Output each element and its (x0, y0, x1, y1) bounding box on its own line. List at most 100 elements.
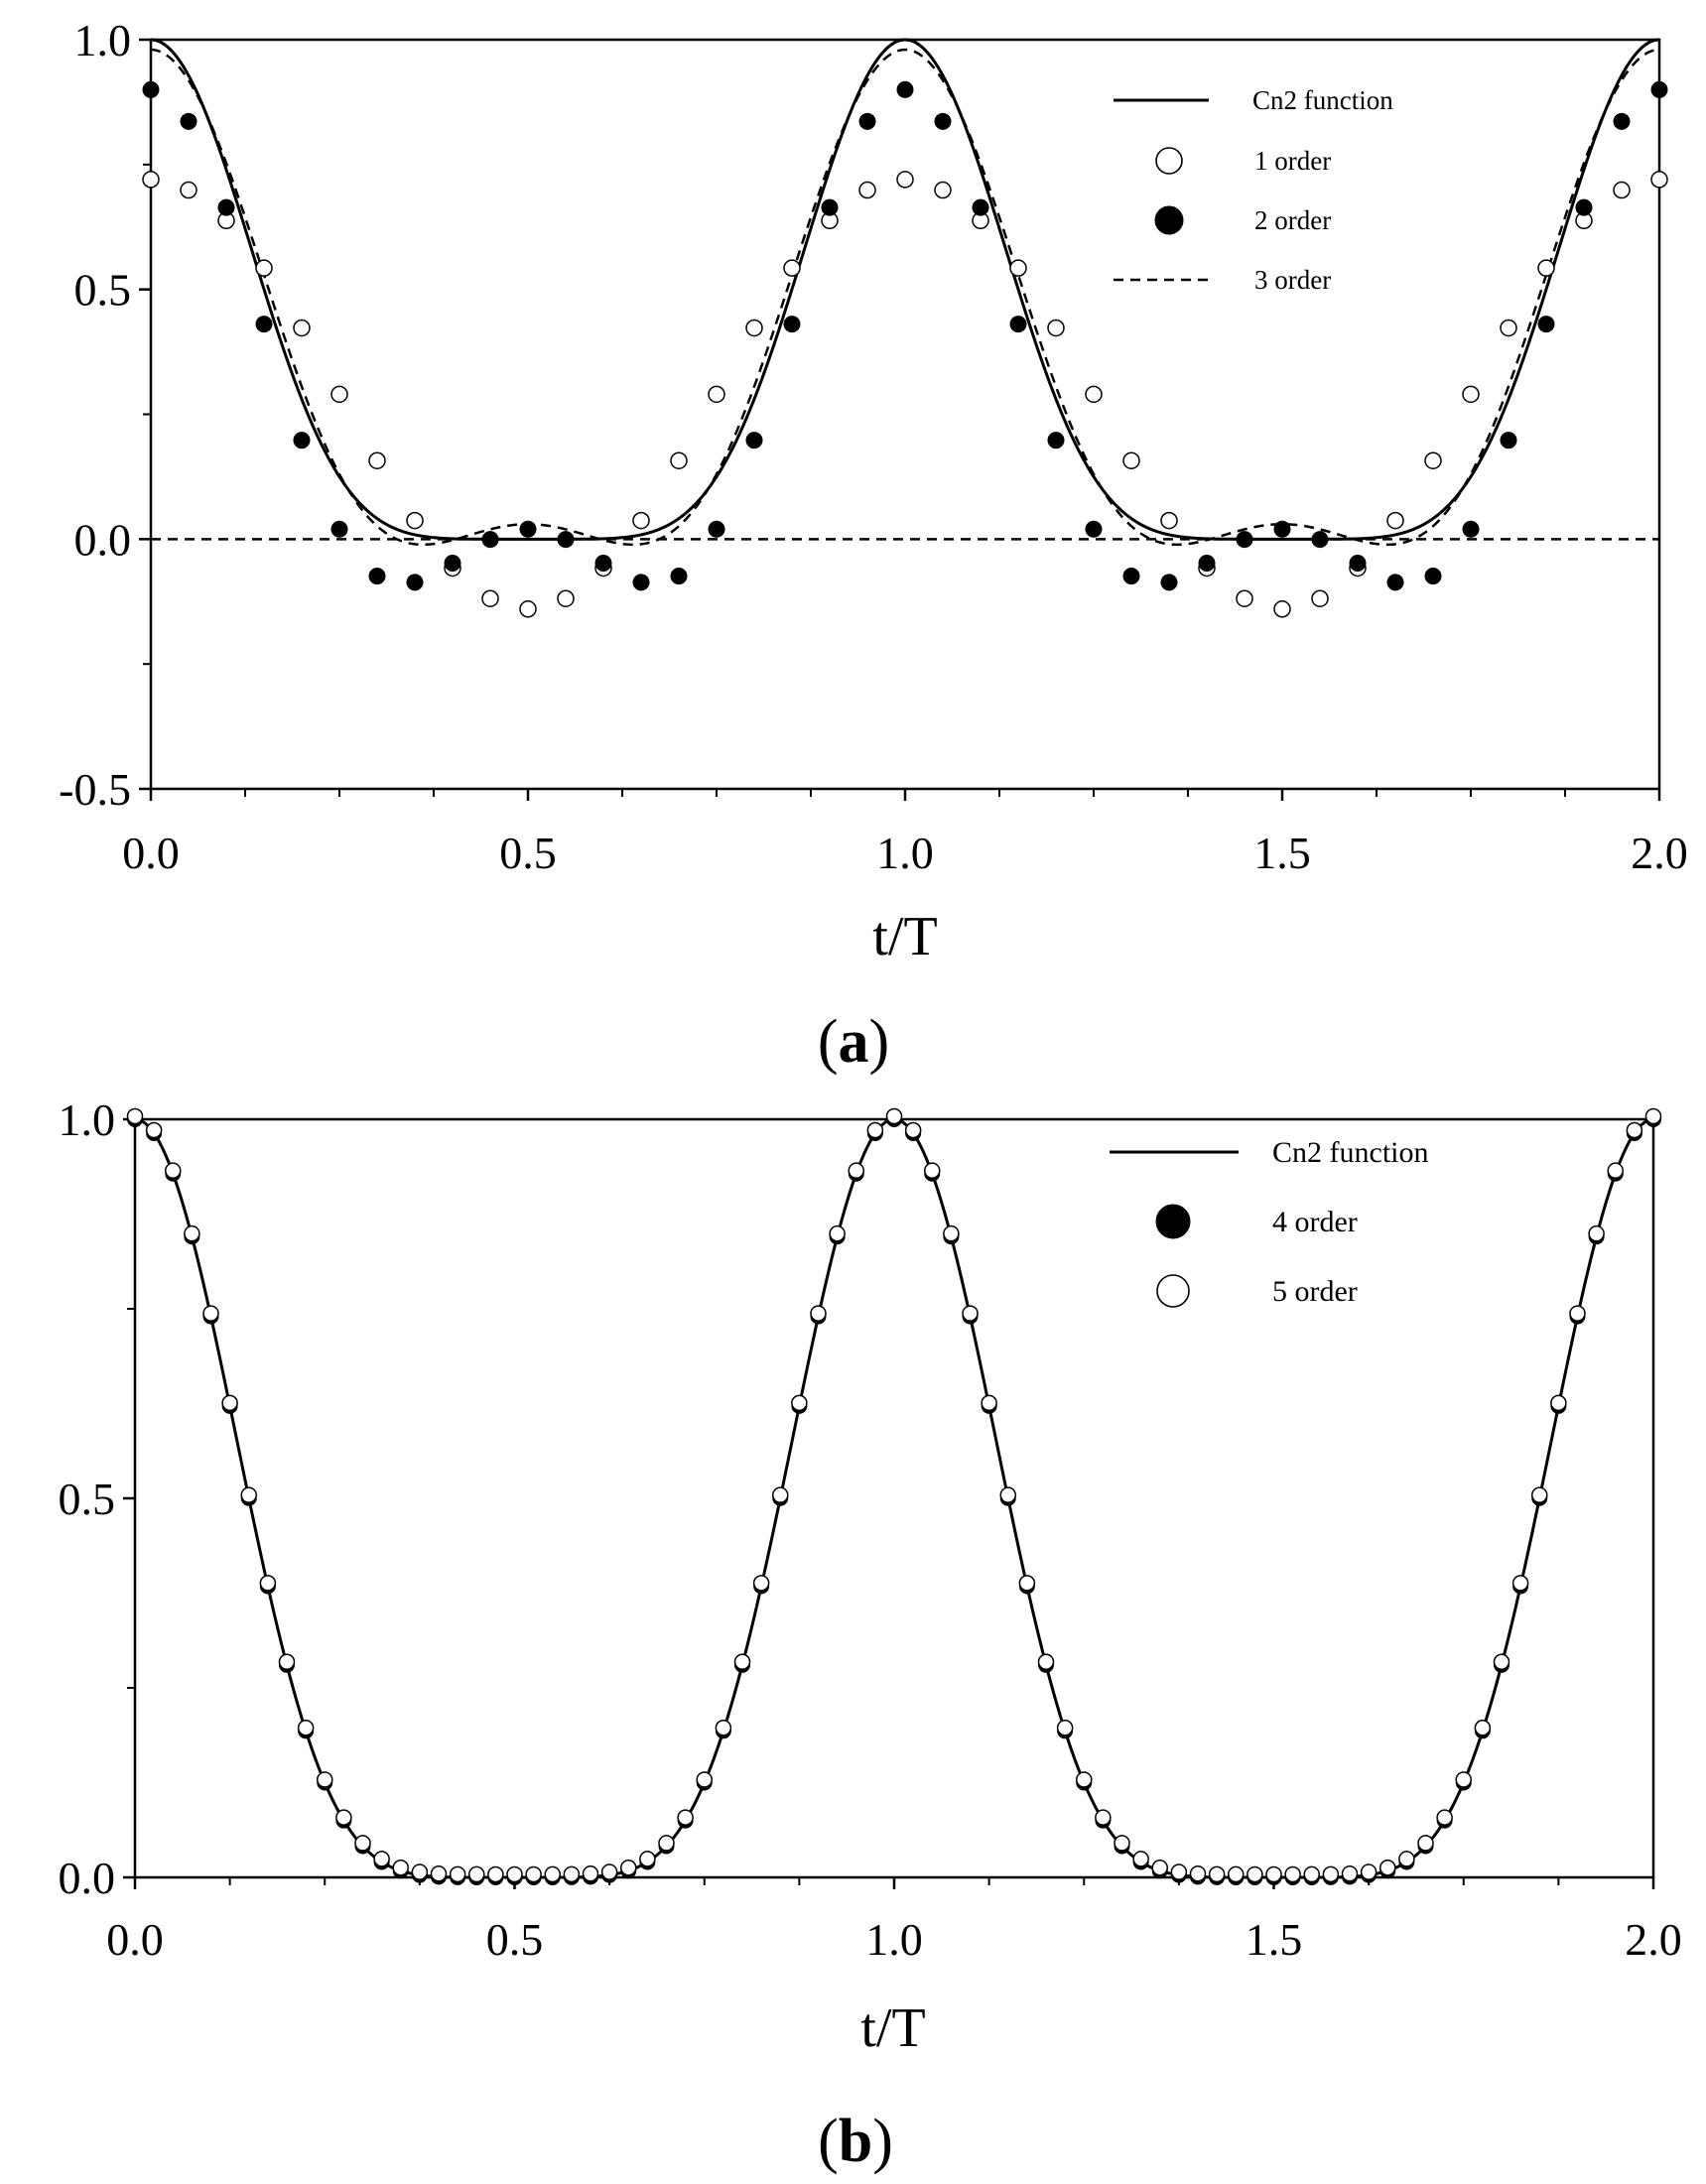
open-marker-1-order (934, 181, 952, 199)
open-marker-5-order (696, 1771, 713, 1788)
open-marker-5-order (1170, 1863, 1188, 1880)
open-marker-5-order (981, 1394, 997, 1412)
series-cn2-function (150, 38, 1660, 541)
open-marker-5-order (885, 1107, 903, 1125)
open-marker-1-order (858, 181, 876, 199)
filled-marker-2-order (180, 112, 197, 130)
open-marker-5-order (866, 1121, 884, 1139)
open-marker-1-order (896, 171, 914, 189)
open-marker-5-order (1569, 1305, 1586, 1322)
filled-marker-2-order (896, 80, 914, 98)
open-marker-5-order (943, 1224, 960, 1242)
open-marker-5-order (620, 1860, 637, 1876)
open-marker-5-order (1341, 1865, 1359, 1882)
open-marker-5-order (658, 1835, 675, 1852)
filled-marker-2-order (1009, 316, 1027, 333)
open-marker-5-order (582, 1865, 599, 1882)
open-marker-5-order (904, 1121, 922, 1139)
panel-b: 0.0 0.5 1.0 1.5 2.0 0.0 0.5 1.0 Cn2 function 4 … (59, 1094, 1682, 2175)
open-marker-5-order (165, 1162, 182, 1179)
open-marker-5-order (430, 1865, 448, 1882)
open-marker-5-order (1208, 1865, 1226, 1883)
open-marker-1-order (1537, 259, 1555, 277)
x-tick-label: 1.0 (876, 828, 934, 878)
filled-marker-2-order (1273, 520, 1291, 538)
open-marker-5-order (1265, 1865, 1282, 1883)
open-marker-1-order (406, 511, 424, 530)
filled-marker-2-order (1650, 80, 1668, 98)
open-marker-5-order (810, 1305, 827, 1322)
open-marker-5-order (1511, 1575, 1529, 1592)
legend-a-2order-swatch (1154, 205, 1184, 235)
open-marker-1-order (519, 600, 537, 618)
filled-marker-2-order (1198, 554, 1216, 572)
filled-marker-2-order (1236, 531, 1253, 549)
open-marker-5-order (354, 1835, 371, 1852)
filled-marker-2-order (142, 80, 160, 98)
filled-marker-2-order (783, 316, 801, 333)
open-marker-5-order (1018, 1575, 1036, 1592)
open-marker-5-order (126, 1107, 144, 1125)
open-marker-5-order (1076, 1771, 1093, 1788)
x-tick-label: 0.5 (486, 1914, 544, 1965)
open-marker-1-order (1462, 385, 1480, 404)
filled-marker-2-order (557, 531, 575, 549)
open-marker-5-order (544, 1865, 561, 1883)
open-marker-5-order (962, 1305, 979, 1322)
open-marker-1-order (293, 319, 311, 337)
filled-marker-2-order (1575, 198, 1593, 216)
open-marker-5-order (829, 1224, 846, 1242)
open-marker-5-order (1056, 1719, 1074, 1736)
open-marker-5-order (1132, 1851, 1149, 1867)
open-marker-1-order (1424, 451, 1442, 469)
filled-marker-2-order (1311, 531, 1329, 549)
open-marker-5-order (924, 1162, 941, 1179)
y-tick-label: -0.5 (59, 764, 131, 815)
legend-a-1order-swatch (1155, 147, 1183, 175)
open-marker-5-order (563, 1865, 581, 1883)
open-marker-5-order (392, 1860, 409, 1876)
filled-marker-2-order (1424, 568, 1442, 585)
legend-b-4order-label: 4 order (1272, 1206, 1358, 1238)
filled-marker-2-order (1537, 316, 1555, 333)
open-marker-1-order (1386, 511, 1404, 530)
open-marker-5-order (411, 1863, 429, 1880)
open-marker-5-order (317, 1771, 333, 1788)
open-marker-1-order (255, 259, 273, 277)
open-marker-1-order (1236, 589, 1253, 607)
open-marker-5-order (1493, 1653, 1510, 1670)
filled-marker-2-order (1500, 432, 1517, 450)
filled-marker-2-order (934, 112, 952, 130)
filled-marker-2-order (1349, 554, 1367, 572)
filled-marker-2-order (821, 198, 839, 216)
open-marker-5-order (848, 1162, 864, 1179)
open-marker-1-order (783, 259, 801, 277)
open-marker-5-order (184, 1224, 200, 1242)
open-marker-5-order (221, 1394, 238, 1412)
open-marker-1-order (632, 511, 650, 530)
filled-marker-2-order (481, 531, 499, 549)
open-marker-5-order (1607, 1162, 1624, 1179)
open-marker-5-order (1037, 1653, 1055, 1670)
open-marker-5-order (202, 1305, 219, 1322)
open-marker-1-order (1273, 600, 1291, 618)
open-marker-1-order (1311, 589, 1329, 607)
open-marker-5-order (259, 1575, 277, 1592)
open-marker-1-order (1122, 451, 1140, 469)
open-marker-5-order (278, 1653, 296, 1670)
open-marker-5-order (1436, 1809, 1453, 1826)
open-marker-5-order (1644, 1107, 1662, 1125)
filled-marker-2-order (217, 198, 235, 216)
open-marker-1-order (1500, 319, 1517, 337)
filled-marker-2-order (1085, 520, 1103, 538)
open-marker-5-order (677, 1809, 694, 1826)
open-marker-5-order (639, 1851, 656, 1867)
open-marker-5-order (1284, 1865, 1301, 1883)
legend-a-2order-label: 2 order (1254, 205, 1331, 235)
filled-marker-2-order (406, 574, 424, 591)
filled-marker-2-order (1047, 432, 1065, 450)
y-tick-label: 0.5 (74, 265, 132, 316)
filled-marker-2-order (444, 554, 461, 572)
open-marker-5-order (1550, 1394, 1567, 1412)
